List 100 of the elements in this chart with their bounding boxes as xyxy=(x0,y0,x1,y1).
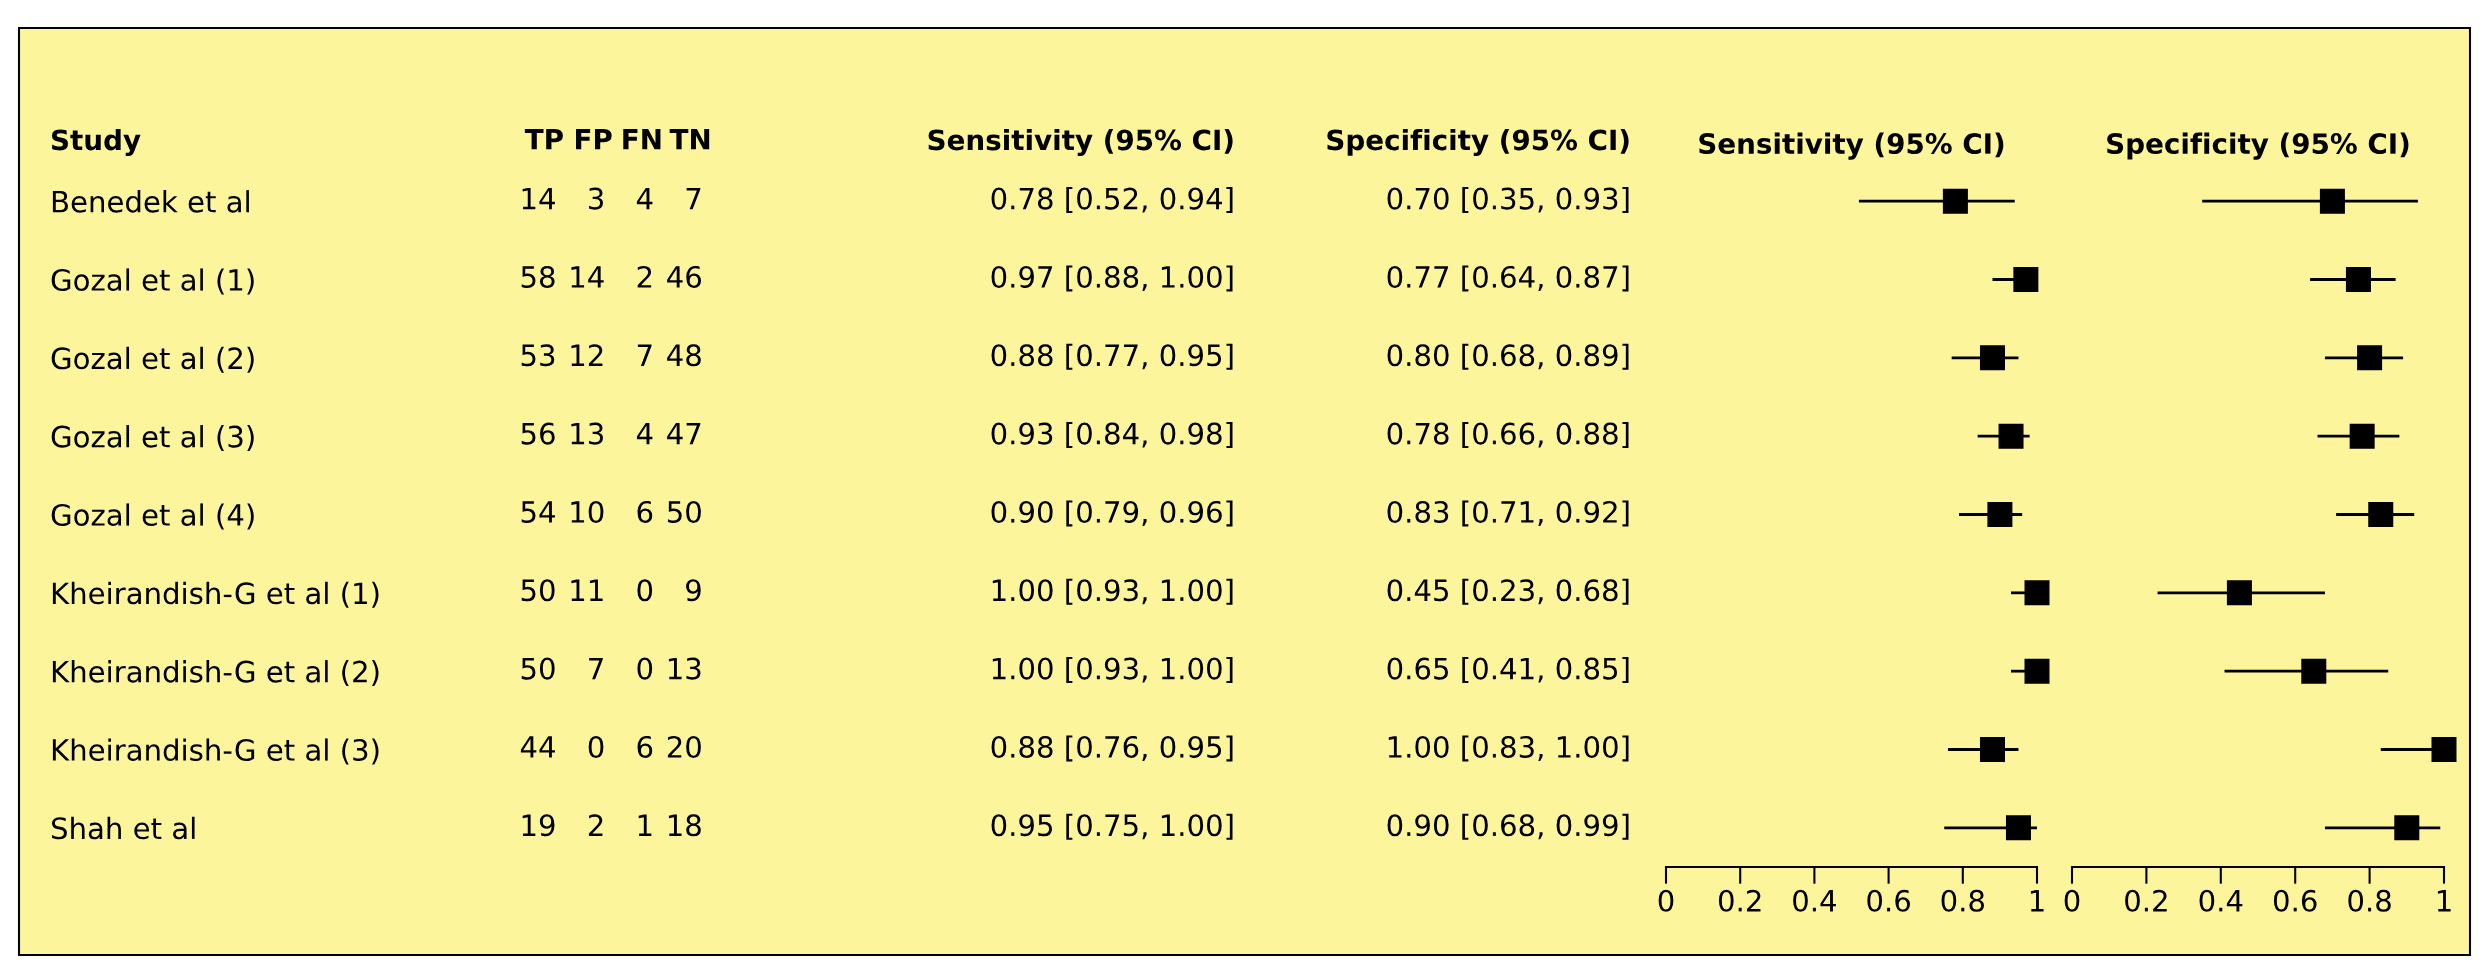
data-label: 6 xyxy=(637,500,653,523)
data-label: 9 xyxy=(686,579,701,602)
data-label: 1.00 [0.83, 1.00] xyxy=(1388,735,1629,762)
data-label: 4 xyxy=(636,187,653,210)
data-label: 11 xyxy=(571,579,603,601)
chart-title: Specificity (95% CI) xyxy=(2107,132,2409,160)
y-tick-label: Kheirandish-G et al (2) xyxy=(52,660,379,687)
data-label: 12 xyxy=(571,344,603,366)
text: Specificity (95% CI) xyxy=(1327,128,1629,156)
x-tick-label: FP xyxy=(576,129,612,150)
data-label: 1.00 [0.93, 1.00] xyxy=(992,578,1233,605)
y-tick-label: Gozal et al (2) xyxy=(51,346,254,373)
x-tick-label: 0.8 xyxy=(1941,889,1984,912)
x-tick-label: 0.6 xyxy=(2273,889,2317,912)
point xyxy=(1979,736,2005,763)
data-label: 1.00 [0.93, 1.00] xyxy=(992,657,1233,684)
y-tick-label: Benedek et al xyxy=(52,190,249,213)
data-label: 0.80 [0.68, 0.89] xyxy=(1387,343,1629,370)
y-tick-label: Gozal et al (3) xyxy=(51,425,254,452)
x-tick-label: TP xyxy=(524,129,563,150)
data-label: 3 xyxy=(588,187,603,210)
data-label: 0.90 [0.68, 0.99] xyxy=(1387,813,1629,840)
x-tick-label: 0 xyxy=(1658,889,1674,912)
data-label: 46 xyxy=(667,265,701,288)
x-tick-label: 0.2 xyxy=(1718,889,1761,912)
data-label: 7 xyxy=(637,344,652,366)
data-label: 2 xyxy=(637,265,652,288)
data-label: 53 xyxy=(521,344,555,367)
data-label: 20 xyxy=(667,735,701,758)
y-tick-label: Gozal et al (4) xyxy=(51,503,254,530)
data-label: 2 xyxy=(588,814,603,836)
point xyxy=(2024,580,2050,606)
x-tick-label: FN xyxy=(623,129,661,150)
point xyxy=(2319,188,2345,214)
data-label: 18 xyxy=(668,814,701,837)
data-label: 48 xyxy=(667,344,701,367)
point xyxy=(2024,658,2050,684)
x-tick-label: 0 xyxy=(2064,889,2080,912)
data-label: 13 xyxy=(571,422,603,445)
data-label: 54 xyxy=(521,501,555,523)
x-tick-label: 0.2 xyxy=(2125,889,2167,912)
data-label: 56 xyxy=(521,422,555,445)
data-label: 0.70 [0.35, 0.93] xyxy=(1387,187,1629,214)
x-tick-label: 0.4 xyxy=(1793,889,1836,912)
data-label: 0 xyxy=(637,657,653,680)
data-label: 13 xyxy=(668,657,701,680)
y-tick-label: Gozal et al (1) xyxy=(51,268,254,295)
point xyxy=(2301,658,2327,684)
x-tick-label: 0.4 xyxy=(2199,889,2243,912)
point xyxy=(2357,345,2383,371)
x-tick-label: 0.6 xyxy=(1867,889,1910,912)
point xyxy=(2368,501,2394,528)
data-label: 0.78 [0.52, 0.94] xyxy=(991,187,1233,214)
x-tick-label: TN xyxy=(669,129,710,150)
y-tick-label: Kheirandish-G et al (1) xyxy=(52,581,379,608)
data-label: 7 xyxy=(589,657,603,680)
point xyxy=(2394,815,2420,841)
point xyxy=(2226,580,2252,606)
data-label: 6 xyxy=(637,735,653,758)
point xyxy=(2005,815,2031,841)
data-label: 50 xyxy=(521,579,555,602)
data-label: 0.93 [0.84, 0.98] xyxy=(991,422,1233,449)
data-label: 10 xyxy=(571,500,604,523)
text: Sensitivity (95% CI) xyxy=(928,128,1233,156)
chart-title: Sensitivity (95% CI) xyxy=(1699,132,2004,160)
data-label: 0.77 [0.64, 0.87] xyxy=(1387,265,1629,292)
data-label: 0 xyxy=(637,579,653,602)
data-label: 0.65 [0.41, 0.85] xyxy=(1387,657,1629,684)
data-label: 19 xyxy=(522,814,555,837)
data-label: 0.95 [0.75, 1.00] xyxy=(991,813,1233,840)
data-label: 0 xyxy=(588,735,604,758)
point xyxy=(2345,266,2371,293)
data-label: 0.88 [0.76, 0.95] xyxy=(991,735,1233,762)
x-tick-label: 1 xyxy=(2030,890,2044,912)
data-label: 4 xyxy=(636,422,653,445)
data-label: 14 xyxy=(571,266,604,288)
data-label: 50 xyxy=(667,500,701,523)
data-label: 44 xyxy=(520,736,555,758)
point xyxy=(2431,736,2457,763)
y-axis-title: Study xyxy=(51,128,141,156)
y-tick-label: Shah et al xyxy=(51,816,195,840)
point xyxy=(2013,266,2039,293)
x-tick-label: 1 xyxy=(2437,890,2451,912)
data-label: 7 xyxy=(686,187,701,210)
data-label: 47 xyxy=(667,422,701,445)
data-label: 0.78 [0.66, 0.88] xyxy=(1387,422,1629,449)
data-label: 14 xyxy=(522,187,555,210)
x-tick-label: 0.8 xyxy=(2348,889,2391,912)
point xyxy=(1998,423,2024,449)
y-tick-label: Kheirandish-G et al (3) xyxy=(52,738,379,765)
data-label: 0.88 [0.77, 0.95] xyxy=(991,343,1233,370)
data-label: 0.83 [0.71, 0.92] xyxy=(1387,500,1629,527)
data-label: 50 xyxy=(521,657,555,680)
data-label: 1 xyxy=(638,814,652,836)
point xyxy=(1987,501,2013,528)
point xyxy=(2349,423,2375,449)
point xyxy=(1942,188,1968,214)
data-label: 0.97 [0.88, 1.00] xyxy=(991,265,1233,292)
data-label: 58 xyxy=(521,265,555,288)
point xyxy=(1979,345,2005,371)
